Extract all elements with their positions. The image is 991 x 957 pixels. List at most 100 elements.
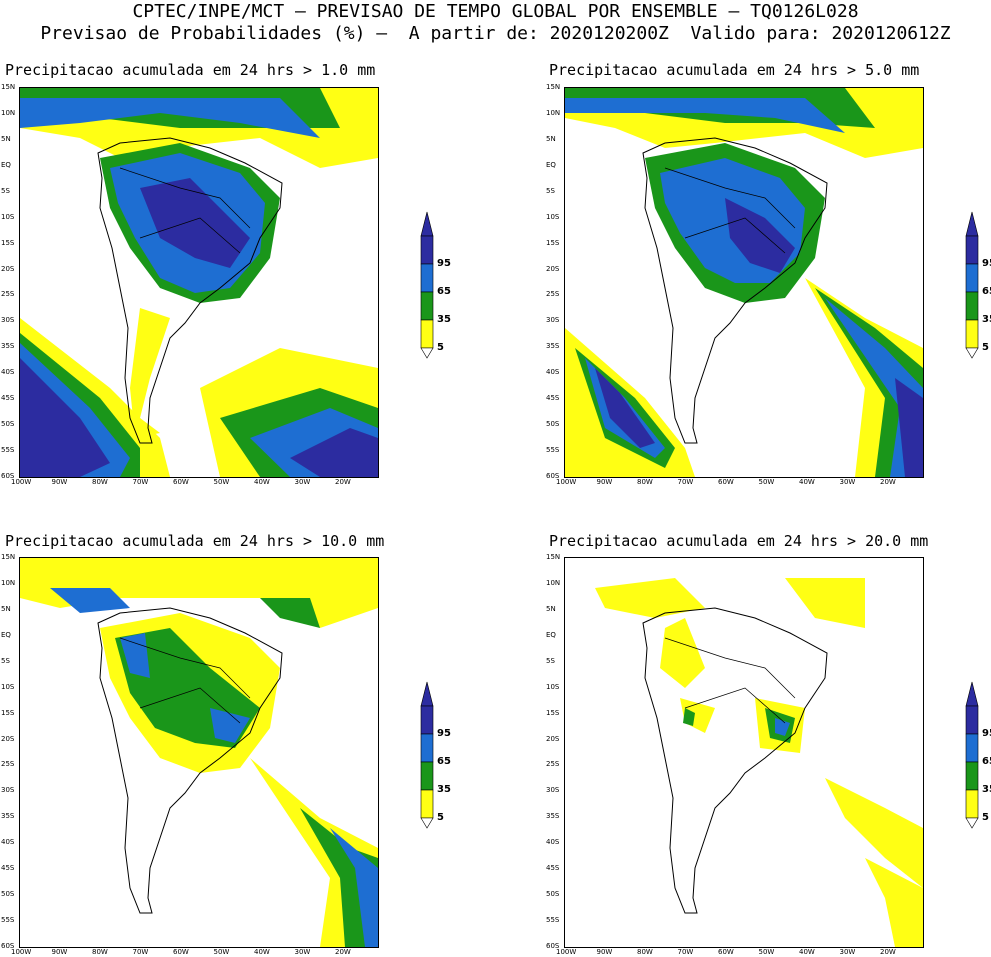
lat-tick-label: 50S	[1, 420, 15, 429]
lat-tick-label: 15N	[1, 83, 16, 91]
legend-arrow-bottom	[965, 817, 979, 829]
lat-tick-label: 25S	[1, 290, 15, 299]
lon-tick-label: 60W	[173, 948, 189, 956]
legend-1: 95 65 35 5	[420, 210, 480, 360]
lat-tick-label: 10N	[546, 108, 561, 117]
lat-tick-label: 5N	[1, 134, 11, 143]
legend-colorbar	[420, 211, 434, 359]
legend-label: 65	[437, 286, 451, 297]
panel-1-title: Precipitacao acumulada em 24 hrs > 1.0 m…	[5, 61, 376, 79]
lon-tick-label: 30W	[294, 948, 311, 956]
lon-tick-label: 40W	[799, 478, 815, 486]
lat-tick-label: 35S	[546, 342, 560, 351]
lat-tick-label: 40S	[546, 368, 560, 377]
lat-tick-label: 5S	[1, 656, 10, 665]
legend-arrow-top	[420, 681, 434, 707]
panel-2-title: Precipitacao acumulada em 24 hrs > 5.0 m…	[549, 61, 920, 79]
lat-tick-label: 10S	[546, 212, 560, 221]
lon-tick-label: 60W	[173, 478, 189, 486]
lon-tick-label: 100W	[556, 948, 577, 956]
legend-arrow-top	[420, 211, 434, 237]
lat-tick-label: 15S	[1, 238, 15, 247]
lat-tick-label: 10N	[1, 108, 16, 117]
lat-tick-label: 5N	[546, 134, 556, 143]
panel-4-map	[564, 557, 924, 948]
lon-tick-label: 70W	[132, 948, 149, 956]
lat-tick-label: 25S	[546, 290, 560, 299]
legend-label: 35	[437, 784, 451, 795]
legend-label: 95	[982, 728, 991, 739]
lat-tick-label: 15N	[1, 553, 16, 561]
legend-colorbar	[420, 681, 434, 829]
lat-tick-label: 15S	[1, 708, 15, 717]
lat-tick-label: 45S	[1, 864, 15, 873]
lat-tick-label: 10N	[546, 578, 561, 587]
lat-tick-label: 15S	[546, 708, 560, 717]
lat-tick-label: 20S	[546, 734, 560, 743]
lon-tick-label: 40W	[254, 478, 270, 486]
legend-label: 65	[437, 756, 451, 767]
lon-tick-label: 40W	[799, 948, 815, 956]
lon-tick-label: 90W	[596, 948, 613, 956]
lat-tick-label: 10S	[1, 682, 15, 691]
lon-tick-label: 70W	[677, 478, 694, 486]
lon-tick-label: 90W	[596, 478, 613, 486]
legend-arrow-bottom	[420, 817, 434, 829]
lat-tick-label: EQ	[1, 160, 11, 169]
lon-tick-label: 80W	[637, 948, 653, 956]
lat-tick-label: 45S	[546, 864, 560, 873]
lon-tick-label: 50W	[758, 478, 775, 486]
legend-arrow-bottom	[420, 347, 434, 359]
lat-tick-label: 5N	[1, 604, 11, 613]
lat-tick-label: 30S	[546, 786, 560, 795]
legend-label: 5	[437, 812, 444, 823]
legend-label: 95	[437, 258, 451, 269]
legend-arrow-top	[965, 681, 979, 707]
lat-tick-label: 35S	[1, 342, 15, 351]
lon-tick-label: 30W	[839, 948, 856, 956]
lon-tick-label: 60W	[718, 948, 734, 956]
lat-tick-label: 10S	[1, 212, 15, 221]
lon-tick-label: 100W	[11, 948, 32, 956]
lat-tick-label: 55S	[1, 446, 15, 455]
lon-tick-label: 20W	[880, 948, 896, 956]
legend-swatch	[965, 733, 979, 763]
lat-tick-label: 20S	[546, 264, 560, 273]
lon-tick-label: 30W	[294, 478, 311, 486]
lat-tick-label: EQ	[1, 630, 11, 639]
lat-tick-label: 25S	[546, 760, 560, 769]
lat-tick-label: 60S	[1, 942, 15, 950]
legend-swatch	[420, 761, 434, 791]
legend-swatch	[420, 733, 434, 763]
legend-4: 95 65 35 5	[965, 680, 991, 830]
lat-tick-label: 5S	[546, 656, 555, 665]
panel-3-title: Precipitacao acumulada em 24 hrs > 10.0 …	[5, 532, 385, 550]
legend-label: 5	[437, 342, 444, 353]
legend-label: 65	[982, 756, 991, 767]
lat-tick-label: 50S	[1, 890, 15, 899]
lon-tick-label: 20W	[335, 478, 351, 486]
panel-2-map	[564, 87, 924, 478]
lat-tick-label: 5N	[546, 604, 556, 613]
lon-tick-label: 80W	[637, 478, 653, 486]
legend-label: 95	[437, 728, 451, 739]
lon-tick-label: 50W	[213, 478, 230, 486]
lat-tick-label: 50S	[546, 890, 560, 899]
lon-tick-label: 40W	[254, 948, 270, 956]
lat-tick-label: 15N	[546, 83, 561, 91]
lat-tick-label: 35S	[546, 812, 560, 821]
legend-label: 35	[437, 314, 451, 325]
lat-tick-label: 55S	[546, 446, 560, 455]
legend-swatch	[420, 319, 434, 349]
lat-tick-label: 40S	[1, 838, 15, 847]
legend-3: 95 65 35 5	[420, 680, 480, 830]
legend-label: 95	[982, 258, 991, 269]
lat-tick-label: 55S	[546, 916, 560, 925]
legend-swatch	[420, 789, 434, 819]
lon-tick-label: 90W	[51, 948, 68, 956]
legend-swatch	[420, 705, 434, 735]
legend-swatch	[965, 319, 979, 349]
header-line1: CPTEC/INPE/MCT – PREVISAO DE TEMPO GLOBA…	[132, 1, 859, 22]
legend-label: 35	[982, 314, 991, 325]
legend-swatch	[420, 235, 434, 265]
